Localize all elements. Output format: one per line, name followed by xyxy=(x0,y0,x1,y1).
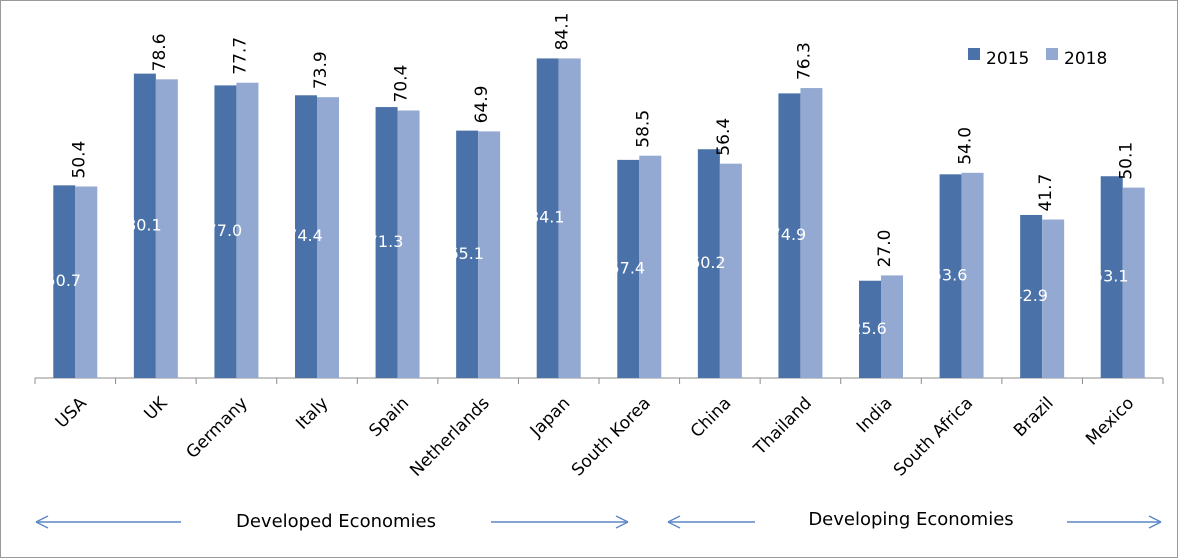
data-label-2018: 50.4 xyxy=(69,141,89,179)
bar-2015 xyxy=(939,174,962,378)
data-label-2015: 71.3 xyxy=(368,232,404,251)
bar-2018 xyxy=(75,186,98,378)
data-label-2015: 74.9 xyxy=(771,225,807,244)
bar-2018 xyxy=(478,131,501,378)
category-label: Mexico xyxy=(1082,393,1138,449)
bar-2018 xyxy=(155,79,178,378)
data-label-2015: 84.1 xyxy=(529,208,565,227)
data-label-2015: 60.2 xyxy=(690,253,726,272)
developed-left-arrow-head xyxy=(35,515,49,523)
category-label: China xyxy=(687,393,735,441)
legend-swatch-2015 xyxy=(968,48,980,60)
category-label: Spain xyxy=(365,393,413,441)
data-label-2018: 84.1 xyxy=(553,13,573,51)
legend-label-2018: 2018 xyxy=(1064,49,1107,69)
bar-2018 xyxy=(397,110,420,378)
data-label-2018: 73.9 xyxy=(311,51,331,89)
developed-right-arrow-head xyxy=(615,515,629,523)
bar-2018 xyxy=(1122,187,1145,378)
bar-2018 xyxy=(639,155,662,378)
bar-2015 xyxy=(456,130,479,378)
bar-2018 xyxy=(317,97,339,379)
bar-2015 xyxy=(375,107,398,378)
legend-label-2015: 2015 xyxy=(986,49,1029,69)
bar-2015 xyxy=(778,93,801,378)
category-label: India xyxy=(853,393,897,437)
bar-2018 xyxy=(1042,219,1065,378)
developed-left-arrow-head xyxy=(35,521,49,529)
category-label: Germany xyxy=(183,393,252,462)
bar-2015 xyxy=(697,149,720,378)
category-label: Thailand xyxy=(749,393,815,459)
data-label-2015: 80.1 xyxy=(126,215,162,234)
bar-2015 xyxy=(536,58,559,379)
bar-2018 xyxy=(881,275,903,378)
category-label: UK xyxy=(141,393,172,424)
bar-2018 xyxy=(961,172,984,378)
data-label-2015: 53.1 xyxy=(1093,267,1129,286)
data-label-2018: 41.7 xyxy=(1036,174,1056,212)
data-label-2015: 25.6 xyxy=(851,319,887,338)
bar-2015 xyxy=(859,280,881,378)
category-label: Netherlands xyxy=(406,393,494,481)
data-label-2015: 53.6 xyxy=(932,266,968,285)
developing-right-arrow-head xyxy=(1148,521,1162,529)
data-label-2018: 27.0 xyxy=(875,230,895,268)
data-label-2018: 64.9 xyxy=(472,86,492,124)
bar-2018 xyxy=(236,82,259,379)
bar-2015 xyxy=(295,95,317,378)
bar-2015 xyxy=(53,185,76,378)
category-label: South Africa xyxy=(890,393,977,480)
data-label-2015: 50.7 xyxy=(45,271,81,290)
bar-2015 xyxy=(617,159,640,378)
data-label-2015: 74.4 xyxy=(287,226,323,245)
legend-swatch-2018 xyxy=(1046,48,1058,60)
bar-2018 xyxy=(719,163,742,378)
bar-2018 xyxy=(558,58,581,379)
data-label-2018: 76.3 xyxy=(794,42,814,80)
data-label-2015: 57.4 xyxy=(609,258,645,277)
developing-left-arrow-head xyxy=(667,521,681,529)
bar-2015 xyxy=(1020,214,1043,378)
bar-2015 xyxy=(1100,176,1123,378)
data-label-2018: 70.4 xyxy=(392,65,412,103)
bar-2018 xyxy=(800,88,823,378)
data-label-2018: 58.5 xyxy=(633,110,653,148)
data-label-2018: 56.4 xyxy=(714,118,734,156)
developing-economies-label: Developing Economies xyxy=(808,509,1013,530)
category-label: Brazil xyxy=(1010,393,1058,441)
bar-2015 xyxy=(133,73,156,379)
data-label-2015: 42.9 xyxy=(1012,286,1048,305)
category-label: South Korea xyxy=(568,393,655,480)
category-label: Italy xyxy=(292,393,332,433)
data-label-2015: 65.1 xyxy=(448,244,484,263)
data-label-2015: 77.0 xyxy=(207,221,243,240)
category-label: Japan xyxy=(526,393,574,441)
data-label-2018: 50.1 xyxy=(1117,142,1137,180)
category-label: USA xyxy=(52,393,91,432)
data-label-2018: 54.0 xyxy=(956,127,976,165)
bar-2015 xyxy=(214,85,237,379)
data-label-2018: 77.7 xyxy=(230,37,250,75)
developed-economies-label: Developed Economies xyxy=(236,511,436,532)
data-label-2018: 78.6 xyxy=(150,33,170,71)
developing-right-arrow-head xyxy=(1148,515,1162,523)
developed-right-arrow-head xyxy=(615,521,629,529)
developing-left-arrow-head xyxy=(667,515,681,523)
